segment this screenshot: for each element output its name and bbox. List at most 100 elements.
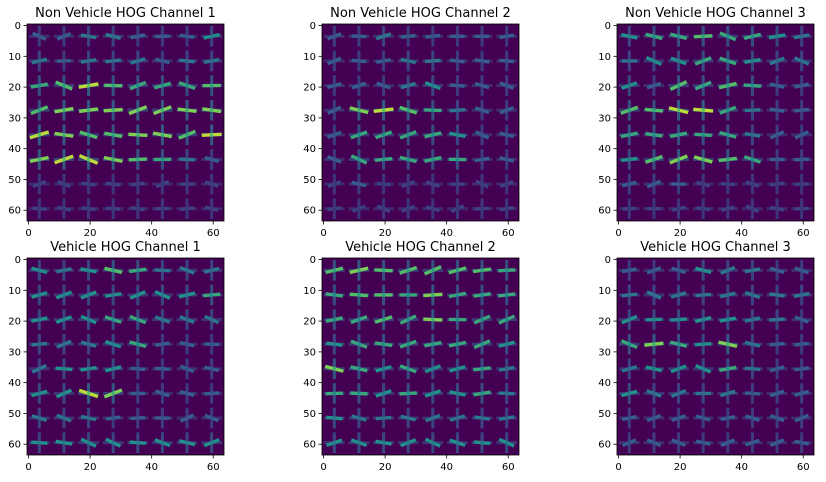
- hog-cell-center: [382, 108, 386, 112]
- y-tick-label: 20: [303, 317, 316, 328]
- hog-cell-center: [431, 416, 435, 420]
- hog-cell-center: [136, 441, 140, 445]
- hog-cell-center: [701, 182, 705, 186]
- hog-cell-center: [505, 34, 509, 38]
- y-tick-label: 30: [8, 347, 21, 358]
- hog-cell-center: [160, 342, 164, 346]
- hog-cell-center: [431, 34, 435, 38]
- hog-cell-center: [382, 342, 386, 346]
- hog-cell-center: [160, 268, 164, 272]
- hog-cell-center: [652, 207, 656, 211]
- hog-cell-center: [406, 391, 410, 395]
- hog-cell-center: [677, 293, 681, 297]
- hog-cell-center: [750, 182, 754, 186]
- y-tick-label: 20: [8, 83, 21, 94]
- hog-cell-center: [136, 84, 140, 88]
- hog-cell-center: [87, 133, 91, 137]
- hog-cell-center: [37, 342, 41, 346]
- hog-cell-center: [62, 182, 66, 186]
- hog-cell-center: [701, 84, 705, 88]
- hog-cell-center: [627, 207, 631, 211]
- hog-cell-center: [677, 108, 681, 112]
- hog-cell-center: [406, 133, 410, 137]
- x-tick-label: 40: [145, 462, 158, 473]
- x-tick-label: 40: [145, 228, 158, 239]
- hog-cell-center: [677, 157, 681, 161]
- hog-cell-center: [627, 441, 631, 445]
- y-tick-label: 40: [598, 378, 611, 389]
- hog-cell-center: [136, 391, 140, 395]
- x-tick-label: 60: [797, 228, 810, 239]
- hog-cell-center: [677, 318, 681, 322]
- hog-cell-center: [652, 182, 656, 186]
- hog-cell-center: [505, 293, 509, 297]
- hog-panel-2: Non Vehicle HOG Channel 2 0 10 20 30 40 50 60 0 2…: [303, 6, 520, 239]
- hog-cell-center: [185, 207, 189, 211]
- hog-cell-center: [37, 391, 41, 395]
- hog-cell-center: [701, 391, 705, 395]
- hog-cell-center: [37, 182, 41, 186]
- hog-cell-center: [136, 34, 140, 38]
- hog-cell-center: [800, 207, 804, 211]
- hog-cell-center: [87, 268, 91, 272]
- hog-cell-center: [185, 367, 189, 371]
- x-tick-label: 20: [674, 228, 687, 239]
- hog-cell-center: [136, 416, 140, 420]
- hog-cell-center: [87, 416, 91, 420]
- hog-cell-center: [677, 367, 681, 371]
- y-tick-label: 0: [15, 255, 21, 266]
- hog-cell-center: [160, 108, 164, 112]
- hog-cell-center: [62, 367, 66, 371]
- hog-cell-center: [726, 84, 730, 88]
- y-tick-label: 30: [303, 113, 316, 124]
- hog-cell-center: [652, 293, 656, 297]
- hog-cell-center: [136, 367, 140, 371]
- hog-cell-center: [210, 391, 214, 395]
- hog-cell-center: [750, 416, 754, 420]
- hog-cell-center: [210, 293, 214, 297]
- hog-cell-center: [775, 182, 779, 186]
- hog-cell-center: [160, 367, 164, 371]
- hog-cell-center: [62, 441, 66, 445]
- y-tick-label: 10: [598, 52, 611, 63]
- hog-cell-center: [652, 34, 656, 38]
- hog-panel-6: Vehicle HOG Channel 3 0 10 20 30 40 50 60 0 20 40 6…: [598, 240, 815, 473]
- hog-cell-center: [677, 342, 681, 346]
- hog-cell-center: [111, 157, 115, 161]
- y-tick-label: 10: [303, 286, 316, 297]
- hog-cell-center: [87, 441, 91, 445]
- hog-cell-center: [136, 108, 140, 112]
- hog-cell-center: [726, 441, 730, 445]
- hog-cell-center: [210, 182, 214, 186]
- hog-cell-center: [382, 207, 386, 211]
- hog-cell-center: [357, 318, 361, 322]
- hog-cell-center: [160, 34, 164, 38]
- hog-cell-center: [726, 391, 730, 395]
- hog-image: [28, 259, 223, 454]
- hog-cell-center: [185, 133, 189, 137]
- hog-cell-center: [677, 182, 681, 186]
- hog-cell-center: [332, 182, 336, 186]
- hog-cell-center: [160, 391, 164, 395]
- hog-cell-center: [160, 416, 164, 420]
- hog-cell-center: [185, 318, 189, 322]
- hog-cell-center: [210, 34, 214, 38]
- hog-cell-center: [136, 133, 140, 137]
- hog-cell-center: [111, 133, 115, 137]
- y-tick-label: 60: [598, 206, 611, 217]
- hog-cell-center: [332, 133, 336, 137]
- y-tick-label: 10: [8, 52, 21, 63]
- hog-cell-center: [455, 342, 459, 346]
- hog-cell-center: [652, 268, 656, 272]
- hog-cell-center: [185, 391, 189, 395]
- hog-cell-center: [701, 318, 705, 322]
- hog-cell-center: [332, 157, 336, 161]
- hog-cell-center: [136, 293, 140, 297]
- hog-cell-center: [750, 391, 754, 395]
- hog-cell-center: [382, 84, 386, 88]
- hog-cell-center: [677, 34, 681, 38]
- hog-cell-center: [111, 84, 115, 88]
- hog-cell-center: [332, 268, 336, 272]
- hog-cell-center: [627, 391, 631, 395]
- hog-cell-center: [87, 318, 91, 322]
